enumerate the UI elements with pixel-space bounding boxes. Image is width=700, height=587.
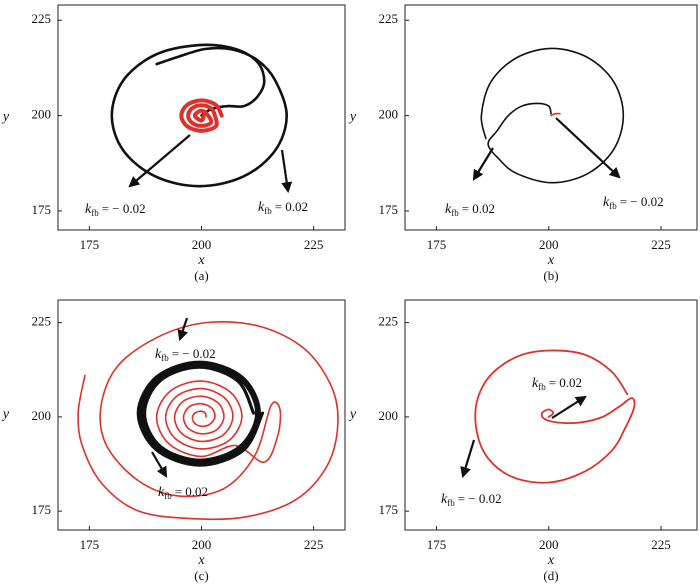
y-tick-label: 200: [379, 408, 399, 423]
x-axis-label: x: [197, 253, 205, 268]
annotation-symbol: k: [258, 200, 265, 215]
phase-curve: [179, 98, 224, 133]
x-tick-label: 200: [192, 537, 212, 552]
annotation-symbol: k: [441, 492, 448, 507]
x-tick-label: 200: [539, 537, 559, 552]
annotation-text: = − 0.02: [458, 491, 502, 506]
annotation-subscript: fb: [451, 208, 459, 218]
annotation: kfb = − 0.02: [603, 194, 664, 211]
x-tick-label: 175: [80, 237, 100, 252]
panel-caption: (a): [194, 268, 208, 283]
annotation-arrow: [555, 117, 621, 179]
annotation-text: = 0.02: [462, 201, 495, 216]
annotation: kfb = 0.02: [445, 201, 495, 218]
y-tick-label: 200: [32, 107, 52, 122]
x-tick-label: 225: [304, 537, 324, 552]
phase-curve: [474, 349, 636, 484]
annotation-symbol: k: [532, 376, 539, 391]
y-tick-label: 200: [32, 408, 52, 423]
annotation-subscript: fb: [91, 208, 99, 218]
x-tick-label: 175: [427, 237, 447, 252]
phase-curve: [550, 112, 561, 117]
phase-curve: [77, 320, 339, 521]
annotation-symbol: k: [445, 202, 452, 217]
plot-frame: [404, 4, 698, 231]
annotation-arrow: [128, 134, 191, 188]
panel-caption: (d): [543, 568, 558, 583]
y-tick-label: 200: [379, 107, 399, 122]
panel-caption: (b): [543, 268, 558, 283]
annotation-subscript: fb: [264, 206, 272, 216]
y-tick-label: 175: [32, 202, 52, 217]
annotation-text: = 0.02: [275, 199, 308, 214]
y-tick-label: 175: [379, 202, 399, 217]
y-tick-label: 225: [379, 11, 399, 26]
x-tick-label: 225: [304, 237, 324, 252]
annotation-symbol: k: [155, 347, 162, 362]
annotation: kfb = − 0.02: [155, 346, 216, 363]
annotation-text: = − 0.02: [172, 346, 216, 361]
annotation-text: = 0.02: [175, 484, 208, 499]
panel-caption: (c): [194, 568, 208, 583]
annotation: kfb = 0.02: [158, 484, 208, 501]
annotation-subscript: fb: [161, 353, 169, 363]
annotation-arrow: [280, 149, 293, 194]
plot-frame: [404, 299, 698, 531]
y-tick-label: 225: [32, 11, 52, 26]
annotation: kfb = − 0.02: [85, 201, 146, 218]
x-tick-label: 175: [427, 537, 447, 552]
annotation: kfb = − 0.02: [441, 491, 502, 508]
annotation-arrow: [177, 317, 189, 342]
x-tick-label: 225: [651, 537, 671, 552]
x-tick-label: 200: [192, 237, 212, 252]
y-tick-label: 225: [379, 314, 399, 329]
x-tick-label: 225: [651, 237, 671, 252]
annotation-text: = − 0.02: [620, 194, 664, 209]
y-axis-label: y: [1, 110, 10, 125]
phase-curve: [136, 360, 265, 467]
annotation-symbol: k: [158, 485, 165, 500]
y-tick-label: 225: [32, 314, 52, 329]
x-tick-label: 175: [80, 537, 100, 552]
annotation-arrow: [460, 439, 476, 479]
y-tick-label: 175: [32, 502, 52, 517]
annotation-text: = − 0.02: [102, 201, 146, 216]
x-axis-label: x: [547, 553, 555, 568]
y-tick-label: 175: [379, 502, 399, 517]
y-axis-label: y: [1, 407, 10, 422]
annotation-arrow: [472, 147, 494, 181]
annotation-subscript: fb: [609, 201, 617, 211]
annotation-symbol: k: [603, 195, 610, 210]
annotation-text: = 0.02: [549, 375, 582, 390]
annotation-subscript: fb: [164, 491, 172, 501]
x-tick-label: 200: [539, 237, 559, 252]
phase-curve: [480, 47, 625, 184]
annotation-symbol: k: [85, 202, 92, 217]
x-axis-label: x: [197, 553, 205, 568]
annotation: kfb = 0.02: [532, 375, 582, 392]
annotation-arrow: [151, 451, 168, 478]
annotation: kfb = 0.02: [258, 199, 308, 216]
annotation-subscript: fb: [447, 498, 455, 508]
annotation-arrow: [551, 395, 587, 419]
y-axis-label: y: [348, 110, 357, 125]
y-axis-label: y: [348, 407, 357, 422]
phase-curve: [110, 43, 289, 188]
annotation-subscript: fb: [538, 382, 546, 392]
x-axis-label: x: [547, 253, 555, 268]
